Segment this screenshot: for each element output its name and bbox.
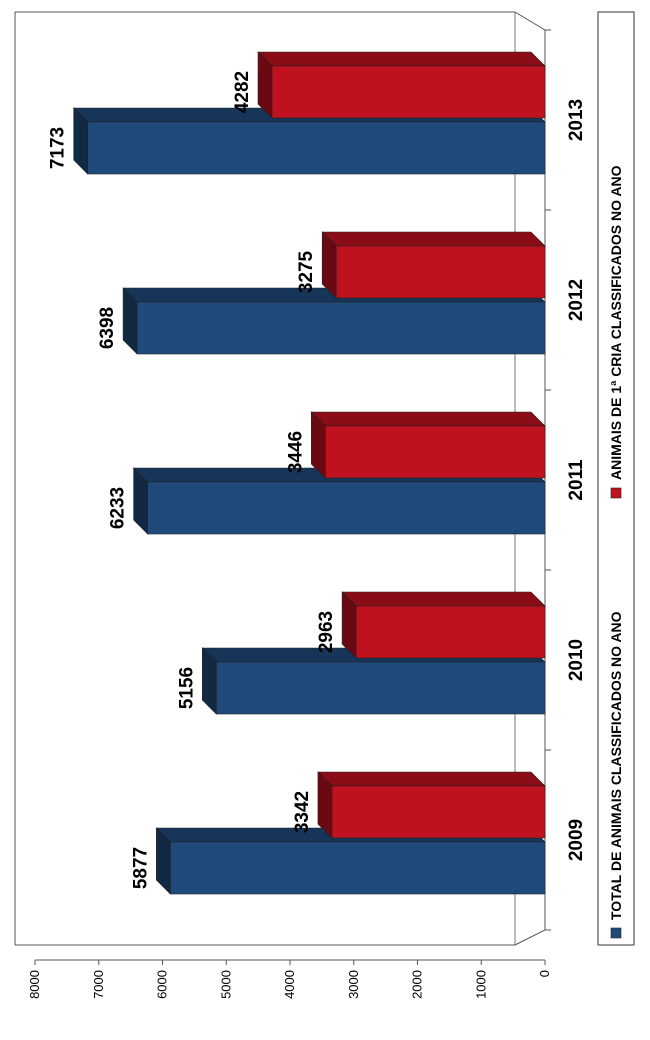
value-tick-label: 1000: [473, 970, 488, 999]
bar-animais-2010: [355, 605, 546, 659]
value-tick-label: 2000: [410, 970, 425, 999]
category-label: 2010: [566, 639, 587, 681]
data-label: 3275: [296, 250, 317, 293]
legend-label-primeira-cria: ANIMAIS DE 1ª CRIA CLASSIFICADOS NO ANO: [608, 165, 624, 480]
value-tick-label: 4000: [282, 970, 297, 999]
data-label: 4282: [232, 71, 253, 113]
data-label: 5877: [130, 847, 151, 889]
bar-total-2009: [170, 841, 546, 895]
value-tick-label: 3000: [346, 970, 361, 999]
value-tick-label: 8000: [27, 970, 42, 999]
bar-animais-2013: [271, 65, 546, 119]
legend: TOTAL DE ANIMAIS CLASSIFICADOS NO ANO ANI…: [597, 11, 635, 946]
data-label: 5156: [176, 667, 197, 709]
category-label: 2009: [566, 819, 587, 861]
floor-edge-top: [514, 11, 546, 31]
legend-swatch-total: [610, 927, 622, 939]
bar-animais-2012: [335, 245, 546, 299]
data-label: 2963: [316, 611, 337, 653]
bar-area: 5877 3342 5156 2963 6233 3446 6398 3275 7173 4282: [48, 51, 546, 895]
value-tick-label: 6000: [155, 970, 170, 999]
value-axis: 0 1000 2000 3000 4000 5000 6000 7000 8000 2009 201…: [27, 29, 587, 999]
bar-animais-2009: [331, 785, 546, 839]
bar-top-face: [317, 771, 546, 787]
bar-total-2012: [136, 301, 546, 355]
bar-total-2013: [87, 121, 546, 175]
legend-box: [597, 11, 635, 946]
data-label: 3446: [285, 431, 306, 473]
category-label: 2011: [566, 459, 587, 501]
bar-top-face: [310, 411, 546, 427]
data-label: 6233: [108, 487, 129, 529]
data-label: 3342: [292, 791, 313, 833]
bar-top-face: [257, 51, 546, 67]
bar-total-2011: [147, 481, 546, 535]
bar-total-2010: [216, 661, 546, 715]
value-tick-label: 5000: [218, 970, 233, 999]
data-label: 6398: [97, 307, 118, 349]
legend-swatch-primeira-cria: [610, 487, 622, 499]
value-tick-label: 0: [537, 970, 552, 977]
value-tick-label: 7000: [91, 970, 106, 999]
data-label: 7173: [48, 127, 69, 169]
bar-animais-2011: [325, 425, 546, 479]
category-label: 2012: [566, 279, 587, 321]
legend-label-total: TOTAL DE ANIMAIS CLASSIFICADOS NO ANO: [608, 611, 624, 920]
bar-top-face: [321, 231, 546, 247]
category-label: 2013: [566, 99, 587, 141]
bar-top-face: [341, 591, 546, 607]
